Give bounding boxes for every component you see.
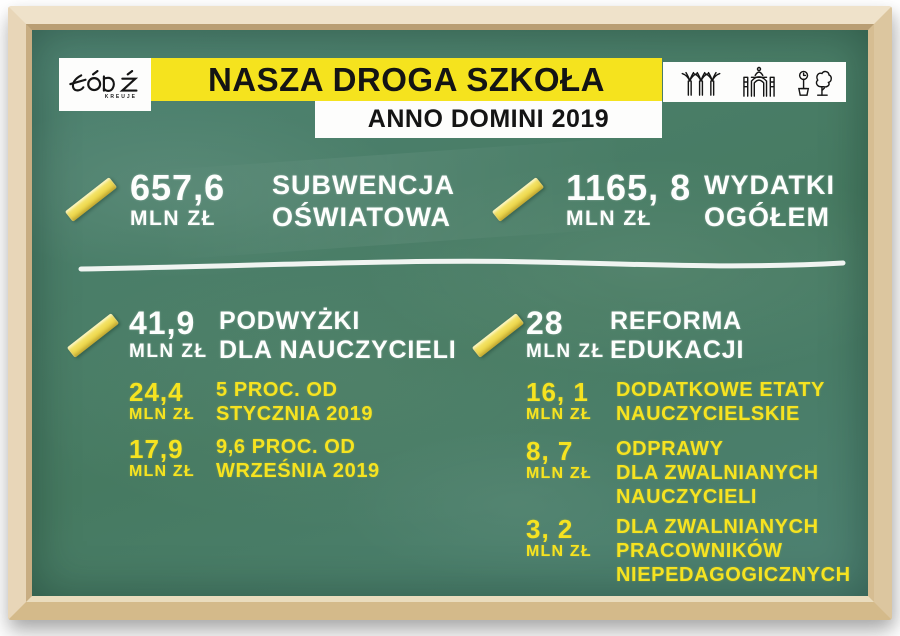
frame-inner-bevel: KREUJE Łódź NASZA DROGA SZKOŁA ANNO DOMI… [26, 24, 874, 602]
substat-styczen-value: 24,4 [129, 377, 184, 407]
chalk-stick-icon [490, 174, 546, 224]
chalk-stick-icon [63, 174, 119, 224]
page-subtitle: ANNO DOMINI 2019 [367, 105, 610, 133]
stat-reforma-label: REFORMA EDUKACJI [610, 307, 745, 364]
stat-wydatki-value: 1165, 8 [566, 167, 692, 208]
substat-etaty-value: 16, 1 [526, 377, 589, 407]
lodz-logo-icon [69, 69, 139, 92]
substat-wrzesien-label: 9,6 PROC. OD WRZEŚNIA 2019 [216, 436, 380, 482]
substat-odprawy-label: ODPRAWY DLA ZWALNIANYCH NAUCZYCIELI [616, 438, 819, 508]
title-banner: NASZA DROGA SZKOŁA [151, 58, 662, 101]
substat-odprawy-value: 8, 7 [526, 436, 574, 466]
substat-niepedagogiczni-label: DLA ZWALNIANYCH PRACOWNIKÓW NIEPEDAGOGIC… [616, 516, 851, 586]
stat-podwyzki-label: PODWYŻKI DLA NAUCZYCIELI [219, 307, 457, 364]
stat-podwyzki-value: 41,9 [129, 305, 196, 341]
substat-etaty-label: DODATKOWE ETATY NAUCZYCIELSKIE [616, 379, 825, 425]
stat-reforma-unit: MLN ZŁ [526, 341, 605, 362]
substat-wrzesien-value: 17,9 [129, 434, 184, 464]
chalk-divider-line [78, 258, 846, 272]
substat-niepedagogiczni-unit: MLN ZŁ [526, 543, 592, 560]
park-icon [797, 70, 832, 96]
page-title: NASZA DROGA SZKOŁA [207, 60, 606, 98]
substat-styczen-label: 5 PROC. OD STYCZNIA 2019 [216, 379, 374, 425]
chalk-stick-icon [470, 310, 526, 360]
viaduct-icon [681, 71, 720, 96]
landmarks-panel [663, 62, 846, 102]
chalkboard: KREUJE Łódź NASZA DROGA SZKOŁA ANNO DOMI… [32, 30, 868, 596]
stat-subwencja-value: 657,6 [130, 167, 226, 208]
chalkboard-poster: KREUJE Łódź NASZA DROGA SZKOŁA ANNO DOMI… [8, 6, 892, 620]
gate-icon [742, 66, 775, 97]
stat-wydatki-label: WYDATKI OGÓŁEM [704, 170, 835, 232]
substat-styczen-unit: MLN ZŁ [129, 406, 195, 423]
lodz-city-logo: KREUJE Łódź [59, 58, 151, 111]
substat-odprawy-unit: MLN ZŁ [526, 465, 592, 482]
stat-wydatki-unit: MLN ZŁ [566, 207, 652, 230]
chalk-stick-icon [65, 310, 121, 360]
lodz-logo-tagline: KREUJE [104, 93, 137, 100]
substat-niepedagogiczni-value: 3, 2 [526, 514, 574, 544]
substat-wrzesien-unit: MLN ZŁ [129, 463, 195, 480]
stat-reforma-value: 28 [526, 305, 564, 341]
stat-subwencja-unit: MLN ZŁ [130, 207, 216, 230]
substat-etaty-unit: MLN ZŁ [526, 406, 592, 423]
stat-podwyzki-unit: MLN ZŁ [129, 341, 208, 362]
stat-subwencja-label: SUBWENCJA OŚWIATOWA [272, 170, 456, 232]
subtitle-banner: ANNO DOMINI 2019 [315, 101, 662, 138]
